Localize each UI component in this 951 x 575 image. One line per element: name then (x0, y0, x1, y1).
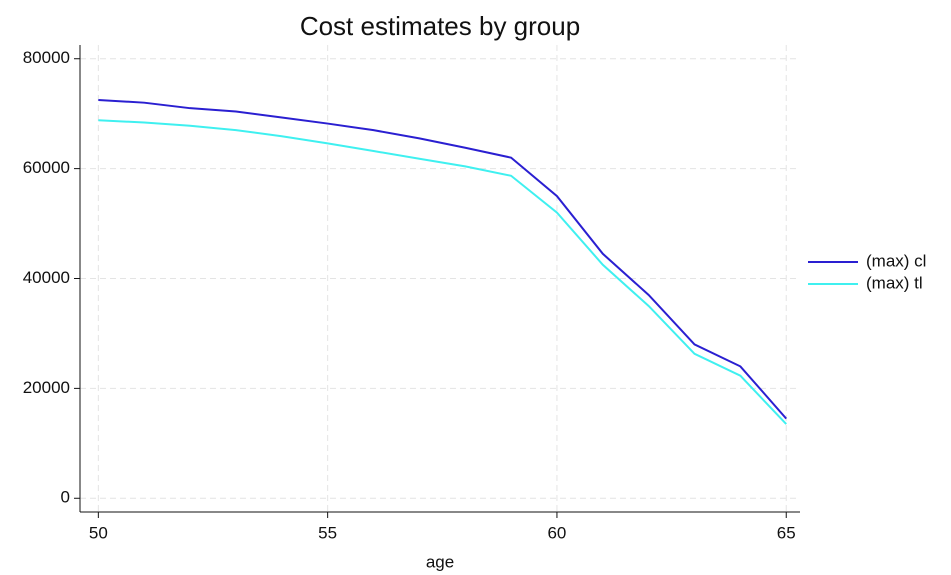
data-line (98, 98, 787, 420)
x-tick-label: 65 (777, 523, 796, 542)
x-tick-label: 50 (89, 523, 108, 542)
x-axis-label: age (426, 552, 454, 571)
data-line (98, 119, 787, 425)
y-tick-label: 40000 (23, 268, 70, 287)
y-tick-label: 20000 (23, 378, 70, 397)
y-tick-label: 60000 (23, 158, 70, 177)
y-tick-label: 80000 (23, 48, 70, 67)
legend-label: (max) cl (866, 251, 926, 270)
chart-title: Cost estimates by group (300, 11, 580, 41)
x-tick-label: 55 (318, 523, 337, 542)
legend-label: (max) tl (866, 273, 923, 292)
y-tick-label: 0 (61, 488, 70, 507)
x-tick-label: 60 (547, 523, 566, 542)
